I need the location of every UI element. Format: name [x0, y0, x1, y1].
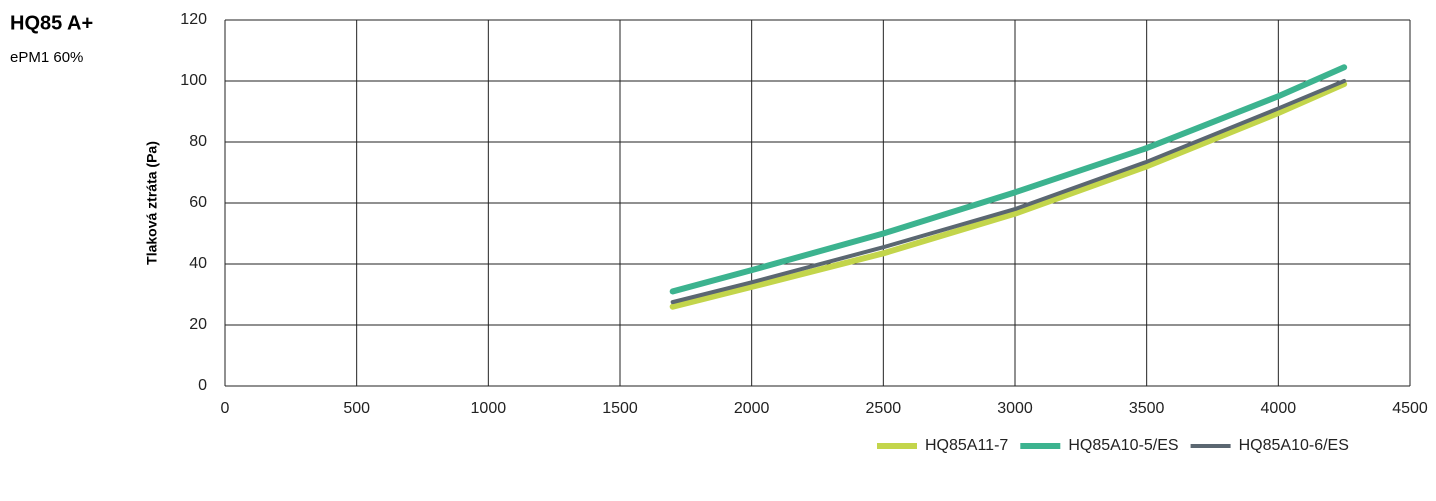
y-tick-label: 20: [189, 316, 207, 333]
legend-label: HQ85A10-5/ES: [1068, 437, 1178, 454]
legend-label: HQ85A11-7: [925, 437, 1008, 454]
y-tick-label: 120: [180, 11, 207, 28]
x-tick-label: 3500: [1129, 400, 1165, 417]
series-line: [669, 64, 1348, 295]
y-tick-label: 60: [189, 194, 207, 211]
y-tick-label: 80: [189, 133, 207, 150]
x-tick-label: 4000: [1261, 400, 1297, 417]
x-tick-label: 3000: [997, 400, 1033, 417]
chart-title: HQ85 A+: [10, 12, 93, 34]
series-line: [669, 81, 1348, 310]
y-tick-label: 100: [180, 72, 207, 89]
y-tick-label: 40: [189, 255, 207, 272]
legend-label: HQ85A10-6/ES: [1239, 437, 1349, 454]
x-tick-label: 4500: [1392, 400, 1428, 417]
x-tick-label: 1500: [602, 400, 638, 417]
y-axis-label: Tlaková ztráta (Pa): [144, 141, 160, 265]
chart-subtitle: ePM1 60%: [10, 49, 83, 66]
series-line: [670, 79, 1347, 305]
x-tick-label: 1000: [471, 400, 507, 417]
x-tick-label: 2500: [866, 400, 902, 417]
y-tick-label: 0: [198, 377, 207, 394]
x-tick-label: 500: [343, 400, 370, 417]
x-tick-label: 2000: [734, 400, 770, 417]
x-tick-label: 0: [221, 400, 230, 417]
